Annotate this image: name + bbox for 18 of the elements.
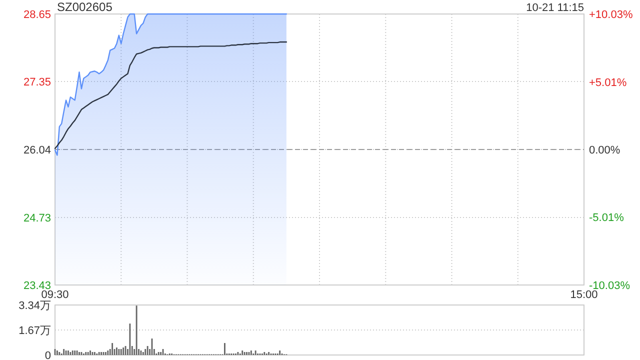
chart-title: SZ002605 xyxy=(57,0,113,14)
annotation: 10-21 11:15 xyxy=(526,2,584,14)
y-tick-label: 1.67万 xyxy=(18,325,51,337)
y2-tick-label: +10.03% xyxy=(589,9,633,21)
y-tick-label: 0 xyxy=(44,350,51,360)
y-tick-label: 28.65 xyxy=(23,9,51,21)
y-tick-label: 23.43 xyxy=(23,280,51,292)
y2-tick-label: +5.01% xyxy=(589,76,627,89)
y-tick-label: 24.73 xyxy=(23,212,51,225)
y2-tick-label: -5.01% xyxy=(589,212,624,224)
y-tick-label: 3.34万 xyxy=(18,300,51,312)
x-tick-label: 09:30 xyxy=(41,289,69,301)
y-tick-label: 26.04 xyxy=(23,144,51,156)
y2-tick-label: 0.00% xyxy=(589,144,620,156)
x-tick-label: 15:00 xyxy=(570,289,598,301)
y-tick-label: 27.35 xyxy=(23,76,51,88)
line-series xyxy=(54,41,288,150)
y2-tick-label: -10.03% xyxy=(589,280,630,292)
